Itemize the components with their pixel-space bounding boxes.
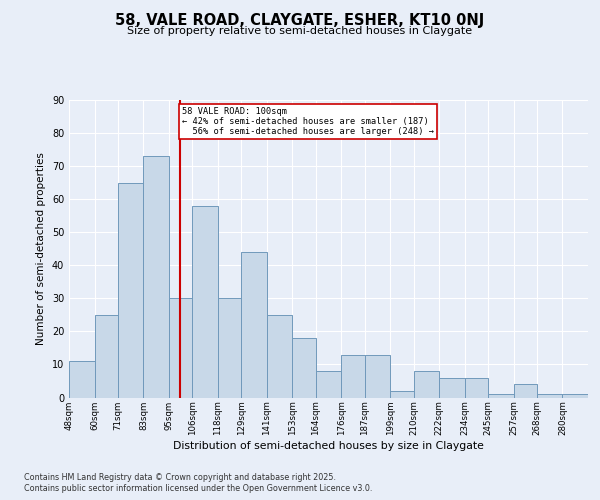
Text: 58 VALE ROAD: 100sqm
← 42% of semi-detached houses are smaller (187)
  56% of se: 58 VALE ROAD: 100sqm ← 42% of semi-detac… bbox=[182, 106, 434, 136]
X-axis label: Distribution of semi-detached houses by size in Claygate: Distribution of semi-detached houses by … bbox=[173, 440, 484, 450]
Bar bbox=[365, 354, 390, 398]
Bar bbox=[514, 384, 537, 398]
Bar bbox=[218, 298, 241, 398]
Bar bbox=[464, 378, 488, 398]
Text: 58, VALE ROAD, CLAYGATE, ESHER, KT10 0NJ: 58, VALE ROAD, CLAYGATE, ESHER, KT10 0NJ bbox=[115, 12, 485, 28]
Bar bbox=[341, 354, 365, 398]
Bar bbox=[169, 298, 193, 398]
Bar bbox=[488, 394, 514, 398]
Bar bbox=[316, 371, 341, 398]
Text: Size of property relative to semi-detached houses in Claygate: Size of property relative to semi-detach… bbox=[127, 26, 473, 36]
Bar bbox=[292, 338, 316, 398]
Bar bbox=[390, 391, 413, 398]
Text: Contains HM Land Registry data © Crown copyright and database right 2025.: Contains HM Land Registry data © Crown c… bbox=[24, 472, 336, 482]
Bar bbox=[267, 315, 292, 398]
Bar bbox=[537, 394, 562, 398]
Bar bbox=[118, 182, 143, 398]
Bar bbox=[439, 378, 464, 398]
Bar bbox=[193, 206, 218, 398]
Bar bbox=[95, 315, 118, 398]
Bar bbox=[413, 371, 439, 398]
Bar bbox=[69, 361, 95, 398]
Bar bbox=[143, 156, 169, 398]
Bar bbox=[562, 394, 588, 398]
Bar bbox=[241, 252, 267, 398]
Y-axis label: Number of semi-detached properties: Number of semi-detached properties bbox=[36, 152, 46, 345]
Text: Contains public sector information licensed under the Open Government Licence v3: Contains public sector information licen… bbox=[24, 484, 373, 493]
